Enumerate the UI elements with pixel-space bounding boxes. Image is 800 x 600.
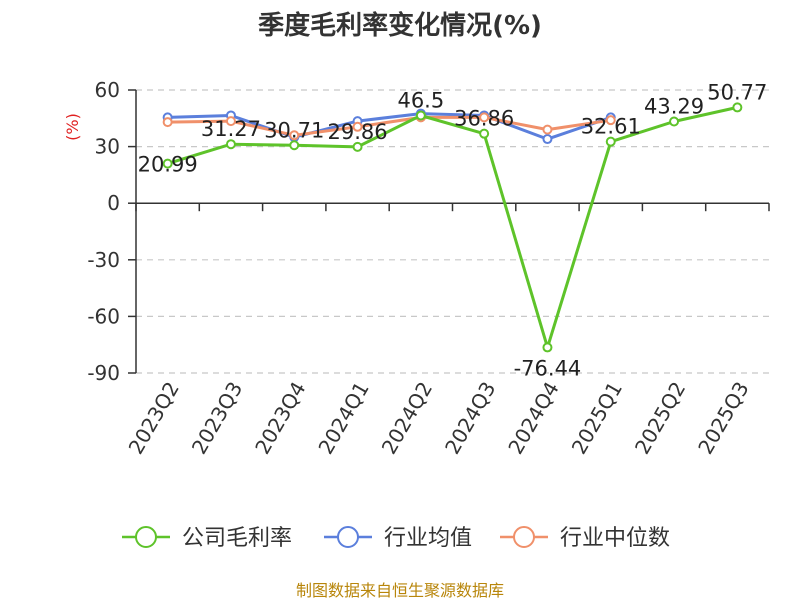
y-tick-label: -60	[87, 304, 120, 328]
legend-item-2: 行业中位数	[500, 526, 670, 551]
y-axis-label: (%)	[63, 113, 82, 141]
data-point	[225, 116, 236, 127]
data-point	[479, 112, 490, 123]
series-line	[167, 115, 612, 137]
x-tick-label: 2024Q2	[377, 377, 437, 458]
data-label: 30.71	[264, 118, 324, 142]
data-point	[542, 134, 553, 145]
legend-label: 行业均值	[384, 526, 472, 551]
x-tick-label: 2023Q4	[250, 378, 310, 459]
y-tick-label: 0	[107, 191, 120, 215]
data-label: 46.5	[397, 88, 444, 112]
series-0	[162, 102, 743, 353]
x-tick-label: 2024Q1	[313, 378, 373, 459]
legend-marker	[337, 526, 359, 548]
data-label: 32.61	[581, 115, 641, 139]
data-label: -76.44	[514, 356, 582, 380]
data-point	[162, 158, 173, 169]
data-point	[669, 116, 680, 127]
y-tick-label: 30	[95, 135, 120, 159]
data-label: 29.86	[327, 120, 387, 144]
legend: 公司毛利率 行业均值 行业中位数	[122, 526, 670, 551]
source-note: 制图数据来自恒生聚源数据库	[296, 581, 504, 600]
data-label: 50.77	[707, 80, 767, 104]
data-point	[352, 141, 363, 152]
data-point	[352, 121, 363, 132]
data-point	[225, 139, 236, 150]
data-label: 31.27	[201, 117, 261, 141]
y-tick-label: 60	[95, 78, 120, 102]
data-point	[605, 136, 616, 147]
x-tick-label: 2023Q2	[124, 378, 184, 459]
x-tick-label: 2025Q2	[630, 378, 690, 459]
chart-title: 季度毛利率变化情况(%)	[258, 10, 542, 41]
data-point	[732, 102, 743, 113]
data-label: 36.86	[454, 107, 514, 131]
data-point	[162, 117, 173, 128]
series-layer	[162, 102, 743, 353]
legend-item-1: 行业均值	[324, 526, 472, 551]
x-tick-label: 2024Q3	[440, 378, 500, 459]
series-line	[167, 112, 612, 141]
y-tick-label: -90	[87, 361, 120, 385]
data-point	[415, 110, 426, 121]
legend-marker	[513, 526, 535, 548]
legend-marker	[135, 526, 157, 548]
data-label: 43.29	[644, 95, 704, 119]
data-label: 20.99	[138, 153, 198, 177]
data-point	[479, 128, 490, 139]
legend-label: 公司毛利率	[182, 526, 292, 551]
data-point	[289, 130, 300, 141]
x-tick-label: 2025Q3	[693, 378, 753, 459]
y-tick-label: -30	[87, 248, 120, 272]
data-point	[542, 342, 553, 353]
data-point	[605, 115, 616, 126]
x-tick-label: 2023Q3	[187, 378, 247, 459]
x-tick-label: 2024Q4	[503, 378, 563, 459]
x-tick-label: 2025Q1	[567, 378, 627, 459]
legend-label: 行业中位数	[560, 526, 670, 551]
series-2	[162, 112, 616, 141]
data-point	[289, 140, 300, 151]
data-point	[542, 124, 553, 135]
series-line	[167, 105, 738, 349]
legend-item-0: 公司毛利率	[122, 526, 292, 551]
